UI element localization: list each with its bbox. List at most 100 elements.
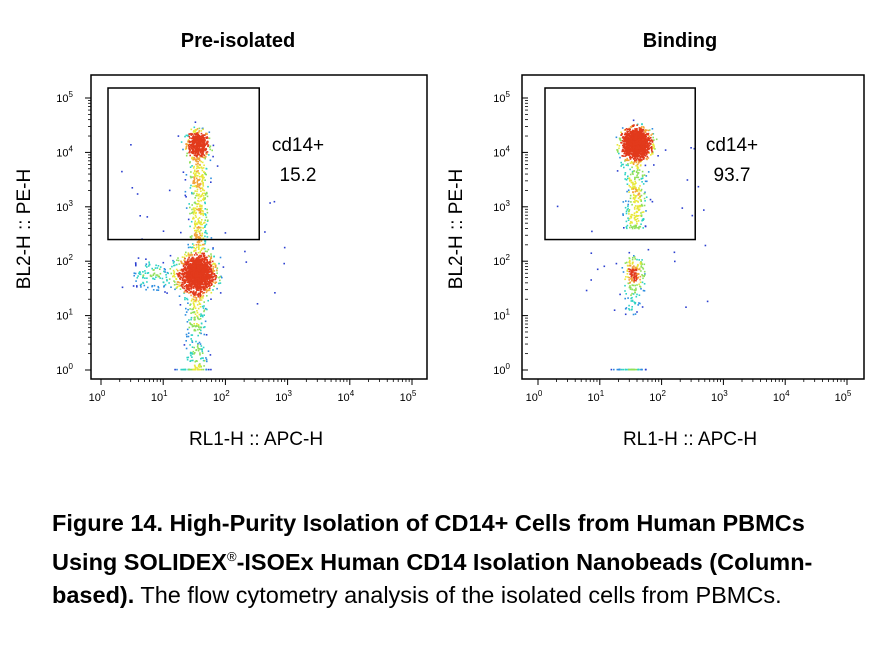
event-point [216,269,218,271]
event-point [203,281,206,284]
event-point [200,166,203,168]
event-point [637,145,640,147]
event-point [674,260,676,263]
event-point [273,200,276,203]
event-point [202,227,204,229]
event-point [199,210,202,213]
event-point [159,268,161,270]
event-point [201,152,203,155]
event-point [194,291,196,294]
event-point [642,158,645,160]
event-point [143,284,146,287]
event-point [178,263,181,265]
event-point [156,267,159,269]
event-point [197,368,200,371]
event-point [186,285,188,288]
event-point [205,216,208,219]
event-point [201,155,203,158]
event-point [192,273,195,276]
event-point [202,258,205,260]
event-point [188,267,190,269]
event-point [637,304,639,306]
event-point [643,197,646,200]
event-point [632,184,634,186]
event-point [199,276,202,279]
event-point [652,133,655,135]
event-point [633,274,635,277]
event-point [642,153,645,156]
event-point [184,263,186,266]
event-point [633,277,636,280]
event-point [207,273,209,275]
event-point [626,140,629,142]
event-point [196,304,199,306]
event-point [204,231,206,234]
event-point [629,194,632,197]
event-point [636,169,639,171]
event-point [643,156,645,159]
event-point [636,200,639,203]
event-point [186,265,189,268]
event-point [204,240,206,242]
event-point [630,216,633,219]
event-point [164,271,166,273]
event-point [184,297,186,299]
event-point [215,264,217,267]
event-point [629,180,631,182]
event-point [169,254,172,257]
event-point [190,290,192,293]
event-point [175,263,178,266]
gate-label: cd14+ [706,135,758,156]
event-point [208,146,211,149]
event-point [641,174,644,177]
event-point [206,236,209,238]
event-point [196,345,199,348]
event-point [204,197,206,199]
event-point [203,305,205,307]
event-point [199,284,202,286]
event-point [620,165,622,167]
event-point [627,276,629,278]
event-point [645,129,648,131]
event-point [626,151,628,154]
event-point [200,190,202,192]
event-point [204,226,206,228]
event-point [199,159,201,162]
event-point [200,329,202,332]
event-point [199,256,201,259]
event-point [185,146,188,148]
event-point [207,248,210,251]
event-point [644,164,647,167]
event-point [641,219,643,222]
event-point [202,292,204,295]
event-point [205,291,208,294]
event-point [196,205,198,208]
event-point [167,272,169,275]
event-point [199,139,202,142]
event-point [642,150,645,152]
event-point [191,192,193,195]
event-point [186,266,189,269]
event-point [194,318,196,321]
event-point [177,281,180,283]
event-point [635,159,638,161]
event-point [624,138,626,140]
event-point [190,253,193,256]
event-point [212,247,214,249]
x-tick-label: 102 [213,389,230,404]
event-point [193,211,196,213]
event-point [179,278,182,281]
event-point [621,127,624,129]
event-point [624,155,626,157]
event-point [624,147,626,150]
event-point [202,265,204,268]
event-point [651,133,654,135]
event-point [632,193,635,196]
figure-caption: Figure 14. High-Purity Isolation of CD14… [52,507,872,612]
flow-cytometry-figure: Pre-isolated BL2-H :: PE-H RL1-H :: APC-… [14,30,865,450]
event-point [207,254,210,257]
event-point [197,262,200,264]
event-point [635,279,637,282]
event-point [633,256,636,258]
event-point [623,227,625,229]
